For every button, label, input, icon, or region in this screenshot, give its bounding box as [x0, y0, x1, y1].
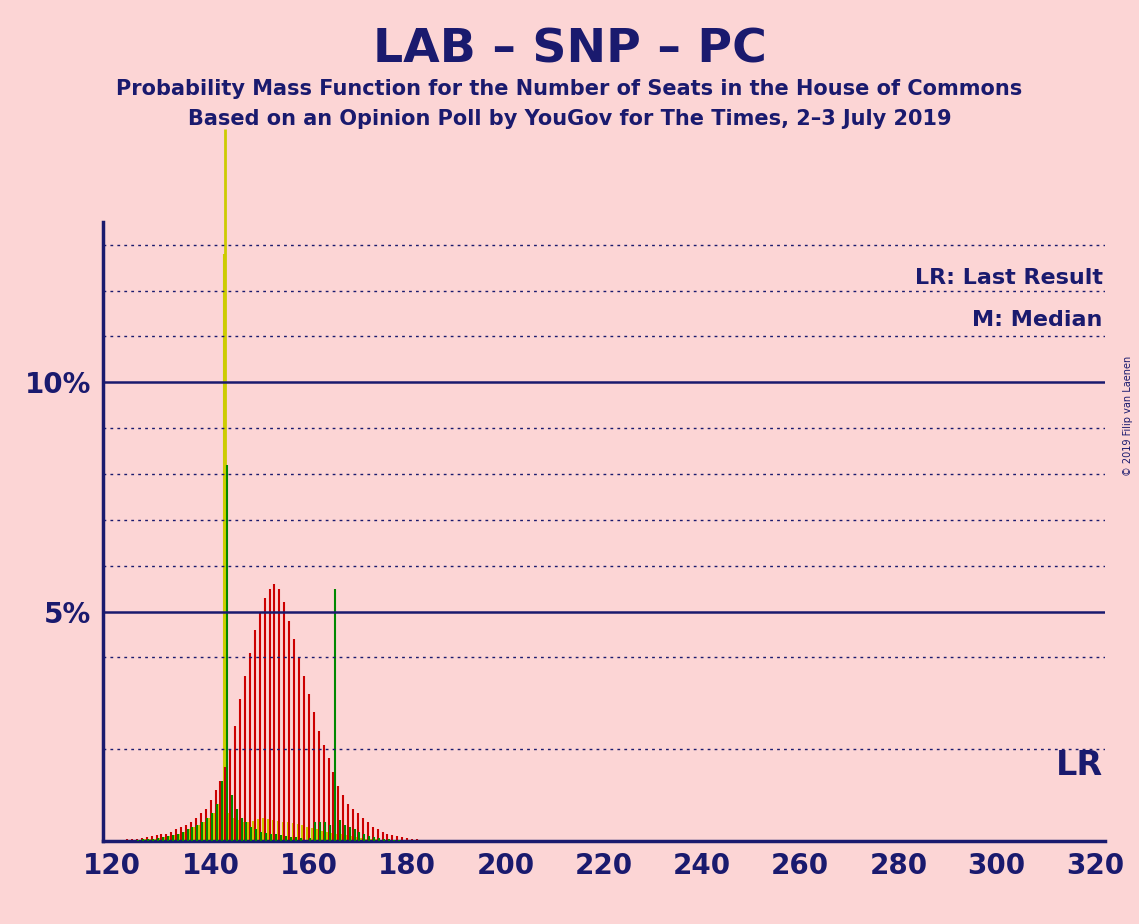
- Text: M: Median: M: Median: [973, 310, 1103, 330]
- Text: LR: LR: [1056, 749, 1103, 782]
- Text: LR: Last Result: LR: Last Result: [915, 268, 1103, 288]
- Text: © 2019 Filip van Laenen: © 2019 Filip van Laenen: [1123, 356, 1133, 476]
- Text: LAB – SNP – PC: LAB – SNP – PC: [372, 28, 767, 73]
- Text: Based on an Opinion Poll by YouGov for The Times, 2–3 July 2019: Based on an Opinion Poll by YouGov for T…: [188, 109, 951, 129]
- Text: Probability Mass Function for the Number of Seats in the House of Commons: Probability Mass Function for the Number…: [116, 79, 1023, 99]
